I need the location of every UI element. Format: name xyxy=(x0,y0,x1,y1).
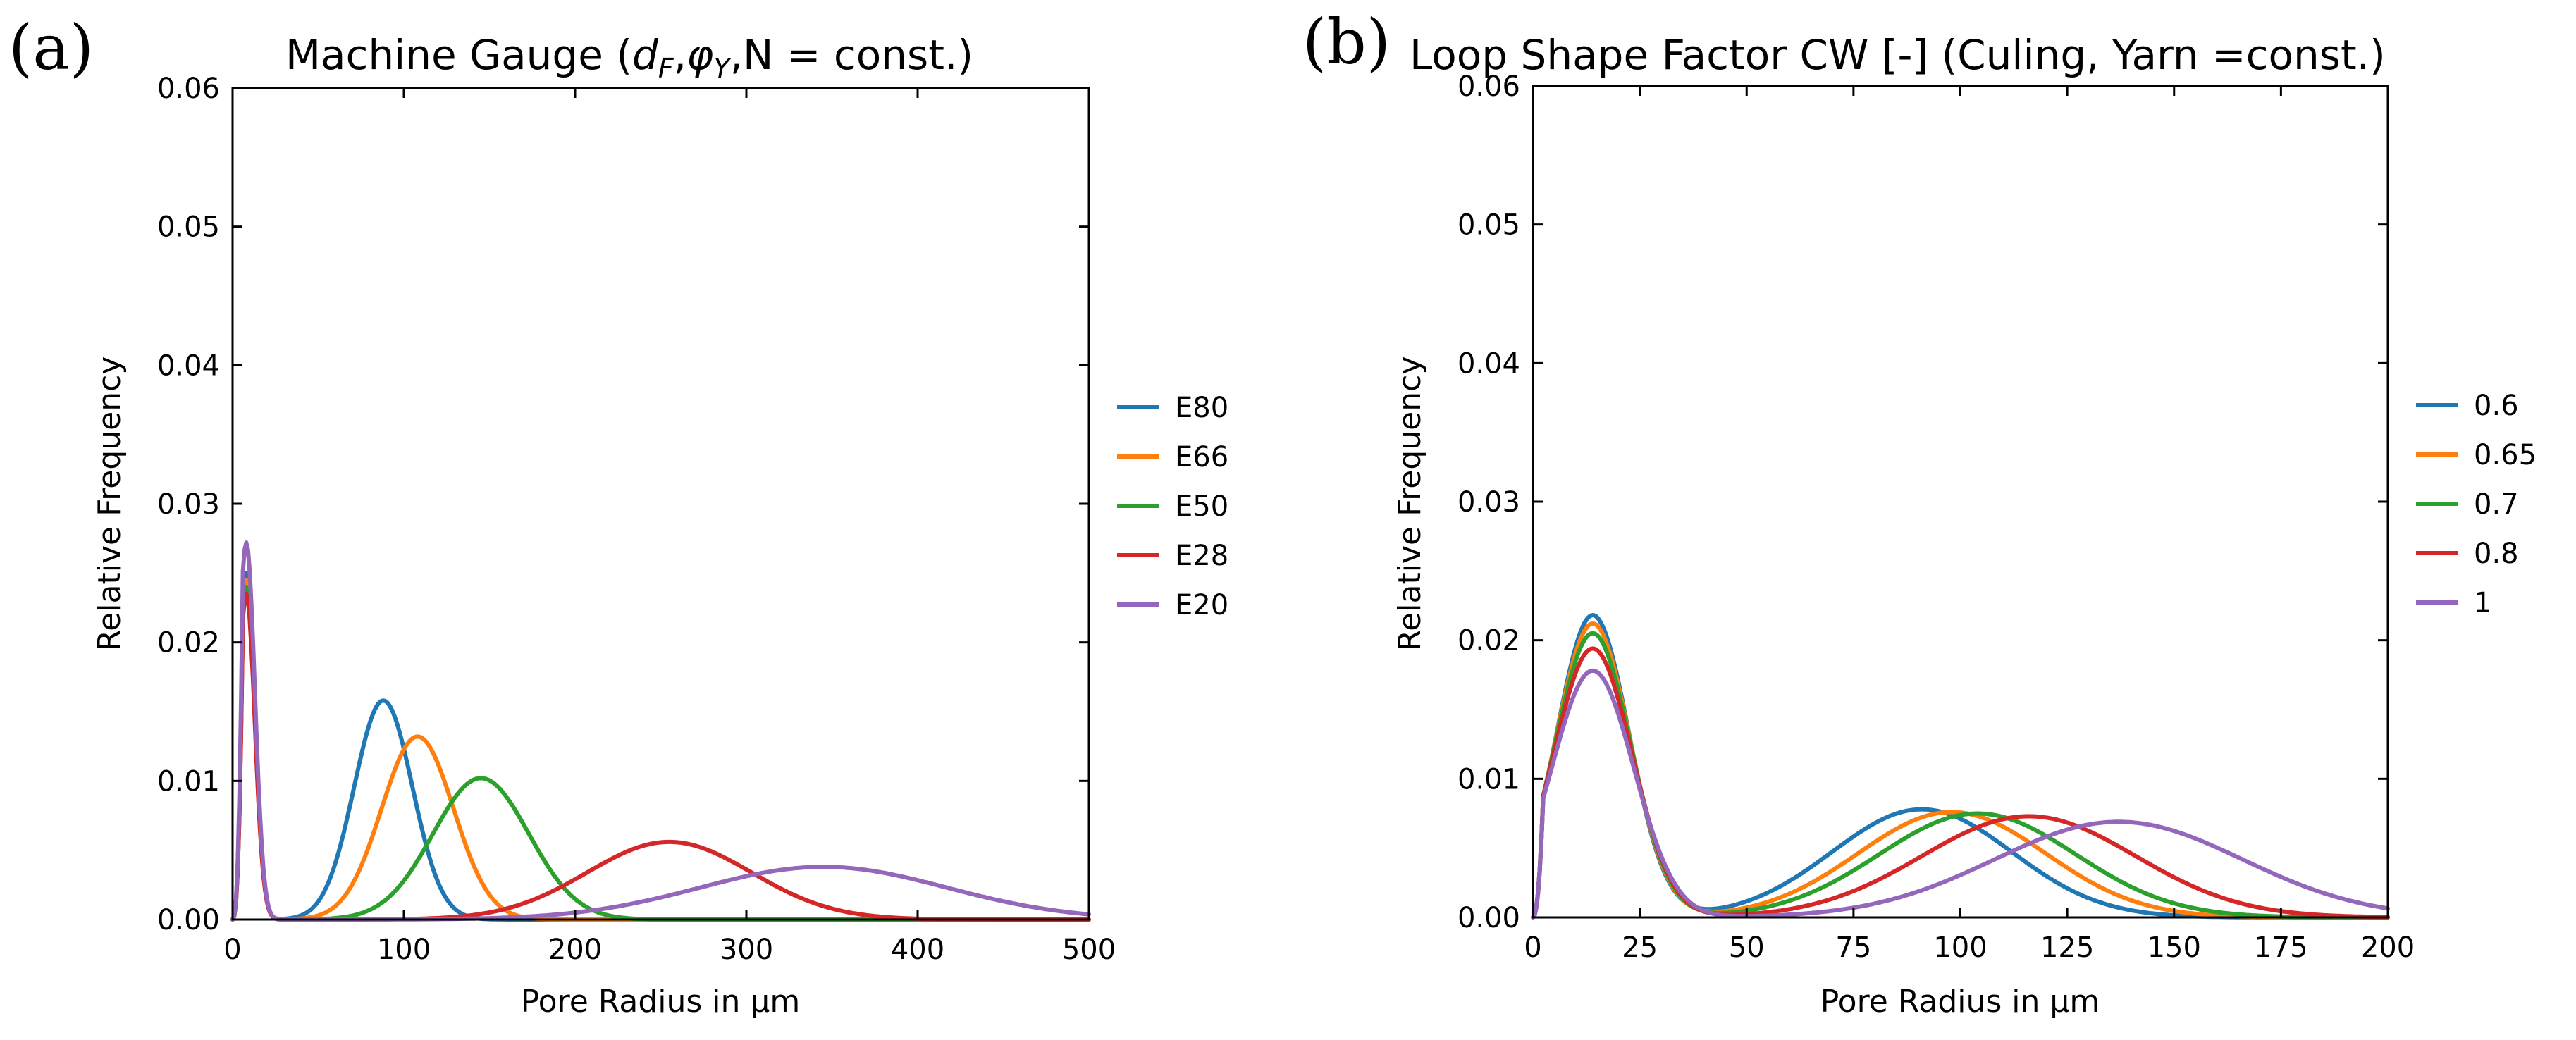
panel-b-legend: 0.6 0.65 0.7 0.8 1 xyxy=(2416,390,2537,619)
y-tick-label: 0.05 xyxy=(1458,209,1520,242)
panel-b-y-axis-label: Relative Frequency xyxy=(1392,357,1428,652)
y-tick-label: 0.05 xyxy=(157,211,220,244)
panel-a-plot-frame xyxy=(231,87,1090,921)
legend-label-E20: E20 xyxy=(1175,589,1228,621)
panel-b-label: (b) xyxy=(1302,6,1391,78)
legend-label-E66: E66 xyxy=(1175,441,1228,473)
panel-a-ticks: 0 100 200 300 400 500 0.00 0.01 0.02 0.03 0.04 0.05… xyxy=(157,73,1116,966)
legend-label-1: 1 xyxy=(2474,587,2491,619)
x-tick-label: 25 xyxy=(1622,931,1658,964)
y-tick-label: 0.06 xyxy=(157,73,220,105)
panel-b-title: Loop Shape Factor CW [-] (Culing, Yarn =… xyxy=(1410,31,2386,79)
legend-label-E50: E50 xyxy=(1175,490,1228,523)
y-tick-label: 0.03 xyxy=(157,488,220,521)
series-line-0.6 xyxy=(1531,613,2390,920)
panel-b-x-axis-label: Pore Radius in μm xyxy=(1820,984,2100,1020)
panel-a-curves xyxy=(230,540,1091,922)
legend-label-0.65: 0.65 xyxy=(2474,439,2537,471)
panel-a-label: (a) xyxy=(8,11,94,84)
x-tick-label: 175 xyxy=(2254,931,2307,964)
series-line-1 xyxy=(1531,668,2390,920)
legend-label-E80: E80 xyxy=(1175,392,1228,424)
x-tick-label: 200 xyxy=(548,934,602,966)
panel-b-curves xyxy=(1531,613,2390,920)
legend-label-E28: E28 xyxy=(1175,540,1228,572)
panel-b-ticks: 0 25 50 75 100 125 150 175 200 0.00 0.01 0.02 0.03 0.… xyxy=(1458,70,2415,964)
x-tick-label: 500 xyxy=(1062,934,1116,966)
x-tick-label: 0 xyxy=(1524,931,1541,964)
panel-a-title: Machine Gauge (dF,φY,N = const.) xyxy=(285,31,973,84)
y-tick-label: 0.03 xyxy=(1458,486,1520,519)
y-tick-label: 0.04 xyxy=(157,349,220,382)
x-tick-label: 100 xyxy=(1933,931,1987,964)
legend-label-0.6: 0.6 xyxy=(2474,390,2519,422)
legend-label-0.7: 0.7 xyxy=(2474,488,2519,521)
panel-a-legend: E80 E66 E50 E28 E20 xyxy=(1117,392,1228,621)
x-tick-label: 50 xyxy=(1729,931,1765,964)
y-tick-label: 0.06 xyxy=(1458,70,1520,103)
x-tick-label: 200 xyxy=(2361,931,2415,964)
panel-a: (a) Machine Gauge (dF,φY,N = const.) 0 10… xyxy=(8,11,1228,1020)
panel-b-plot-frame xyxy=(1532,85,2389,919)
x-tick-label: 150 xyxy=(2147,931,2201,964)
legend-label-0.8: 0.8 xyxy=(2474,538,2519,570)
x-tick-label: 75 xyxy=(1835,931,1871,964)
y-tick-label: 0.02 xyxy=(1458,625,1520,657)
panel-b: (b) Loop Shape Factor CW [-] (Culing, Ya… xyxy=(1302,6,2537,1020)
x-tick-label: 300 xyxy=(720,934,773,966)
x-tick-label: 100 xyxy=(377,934,431,966)
y-tick-label: 0.02 xyxy=(157,627,220,660)
x-tick-label: 400 xyxy=(891,934,944,966)
panel-a-y-axis-label: Relative Frequency xyxy=(92,357,128,652)
y-tick-label: 0.01 xyxy=(157,765,220,798)
x-tick-label: 125 xyxy=(2040,931,2094,964)
x-tick-label: 0 xyxy=(223,934,241,966)
y-tick-label: 0.04 xyxy=(1458,347,1520,380)
y-tick-label: 0.00 xyxy=(1458,902,1520,934)
panel-a-x-axis-label: Pore Radius in μm xyxy=(521,984,801,1020)
y-tick-label: 0.01 xyxy=(1458,763,1520,796)
y-tick-label: 0.00 xyxy=(157,904,220,936)
